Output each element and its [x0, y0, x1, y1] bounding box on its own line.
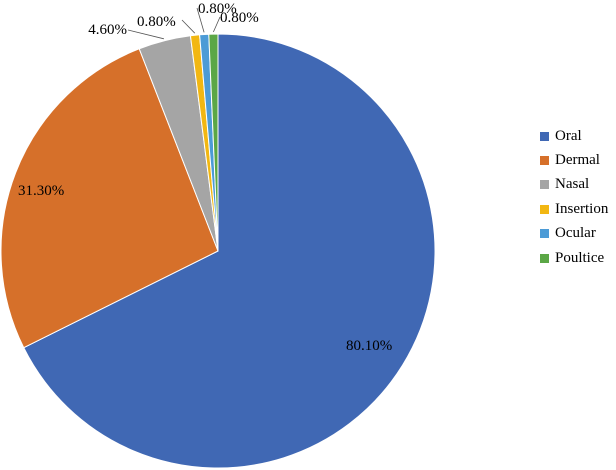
legend-label-insertion: Insertion	[555, 200, 609, 217]
legend-item-dermal: Dermal	[540, 148, 616, 172]
data-label-oral: 80.10%	[346, 338, 392, 354]
legend-label-dermal: Dermal	[555, 152, 600, 169]
legend-swatch-poultice	[540, 253, 549, 263]
legend-swatch-dermal	[540, 156, 549, 166]
legend-item-nasal: Nasal	[540, 173, 616, 197]
leader-line-nasal	[127, 29, 164, 40]
data-label-dermal: 31.30%	[18, 183, 64, 199]
leader-line-poultice	[213, 16, 221, 33]
pie-slice-dermal	[0, 48, 219, 349]
leader-line-insertion	[181, 19, 196, 34]
legend-label-ocular: Ocular	[555, 225, 596, 242]
legend-item-insertion: Insertion	[540, 197, 616, 221]
data-label-poultice: 0.80%	[220, 10, 259, 26]
legend-label-oral: Oral	[555, 127, 582, 144]
legend-item-oral: Oral	[540, 124, 616, 148]
legend-swatch-nasal	[540, 180, 549, 190]
data-label-ocular: 0.80%	[198, 1, 237, 17]
pie-slice-poultice	[208, 33, 219, 252]
legend-item-poultice: Poultice	[540, 246, 616, 270]
legend-label-nasal: Nasal	[555, 176, 590, 193]
pie-labels: 80.10%31.30%4.60% 0.80%0.80%0.80%	[18, 1, 392, 354]
legend-label-poultice: Poultice	[555, 249, 605, 266]
data-label-nasal: 4.60%	[88, 22, 127, 38]
leader-line-ocular	[196, 7, 205, 33]
legend-swatch-insertion	[540, 204, 549, 214]
pie-slices	[0, 33, 436, 469]
data-label-insertion: 0.80%	[137, 14, 176, 30]
pie-slice-oral	[23, 33, 436, 469]
legend-swatch-ocular	[540, 229, 549, 239]
legend-item-ocular: Ocular	[540, 222, 616, 246]
legend-swatch-oral	[540, 131, 549, 141]
legend: Oral Dermal Nasal Insertion Ocular Poult…	[540, 124, 616, 270]
